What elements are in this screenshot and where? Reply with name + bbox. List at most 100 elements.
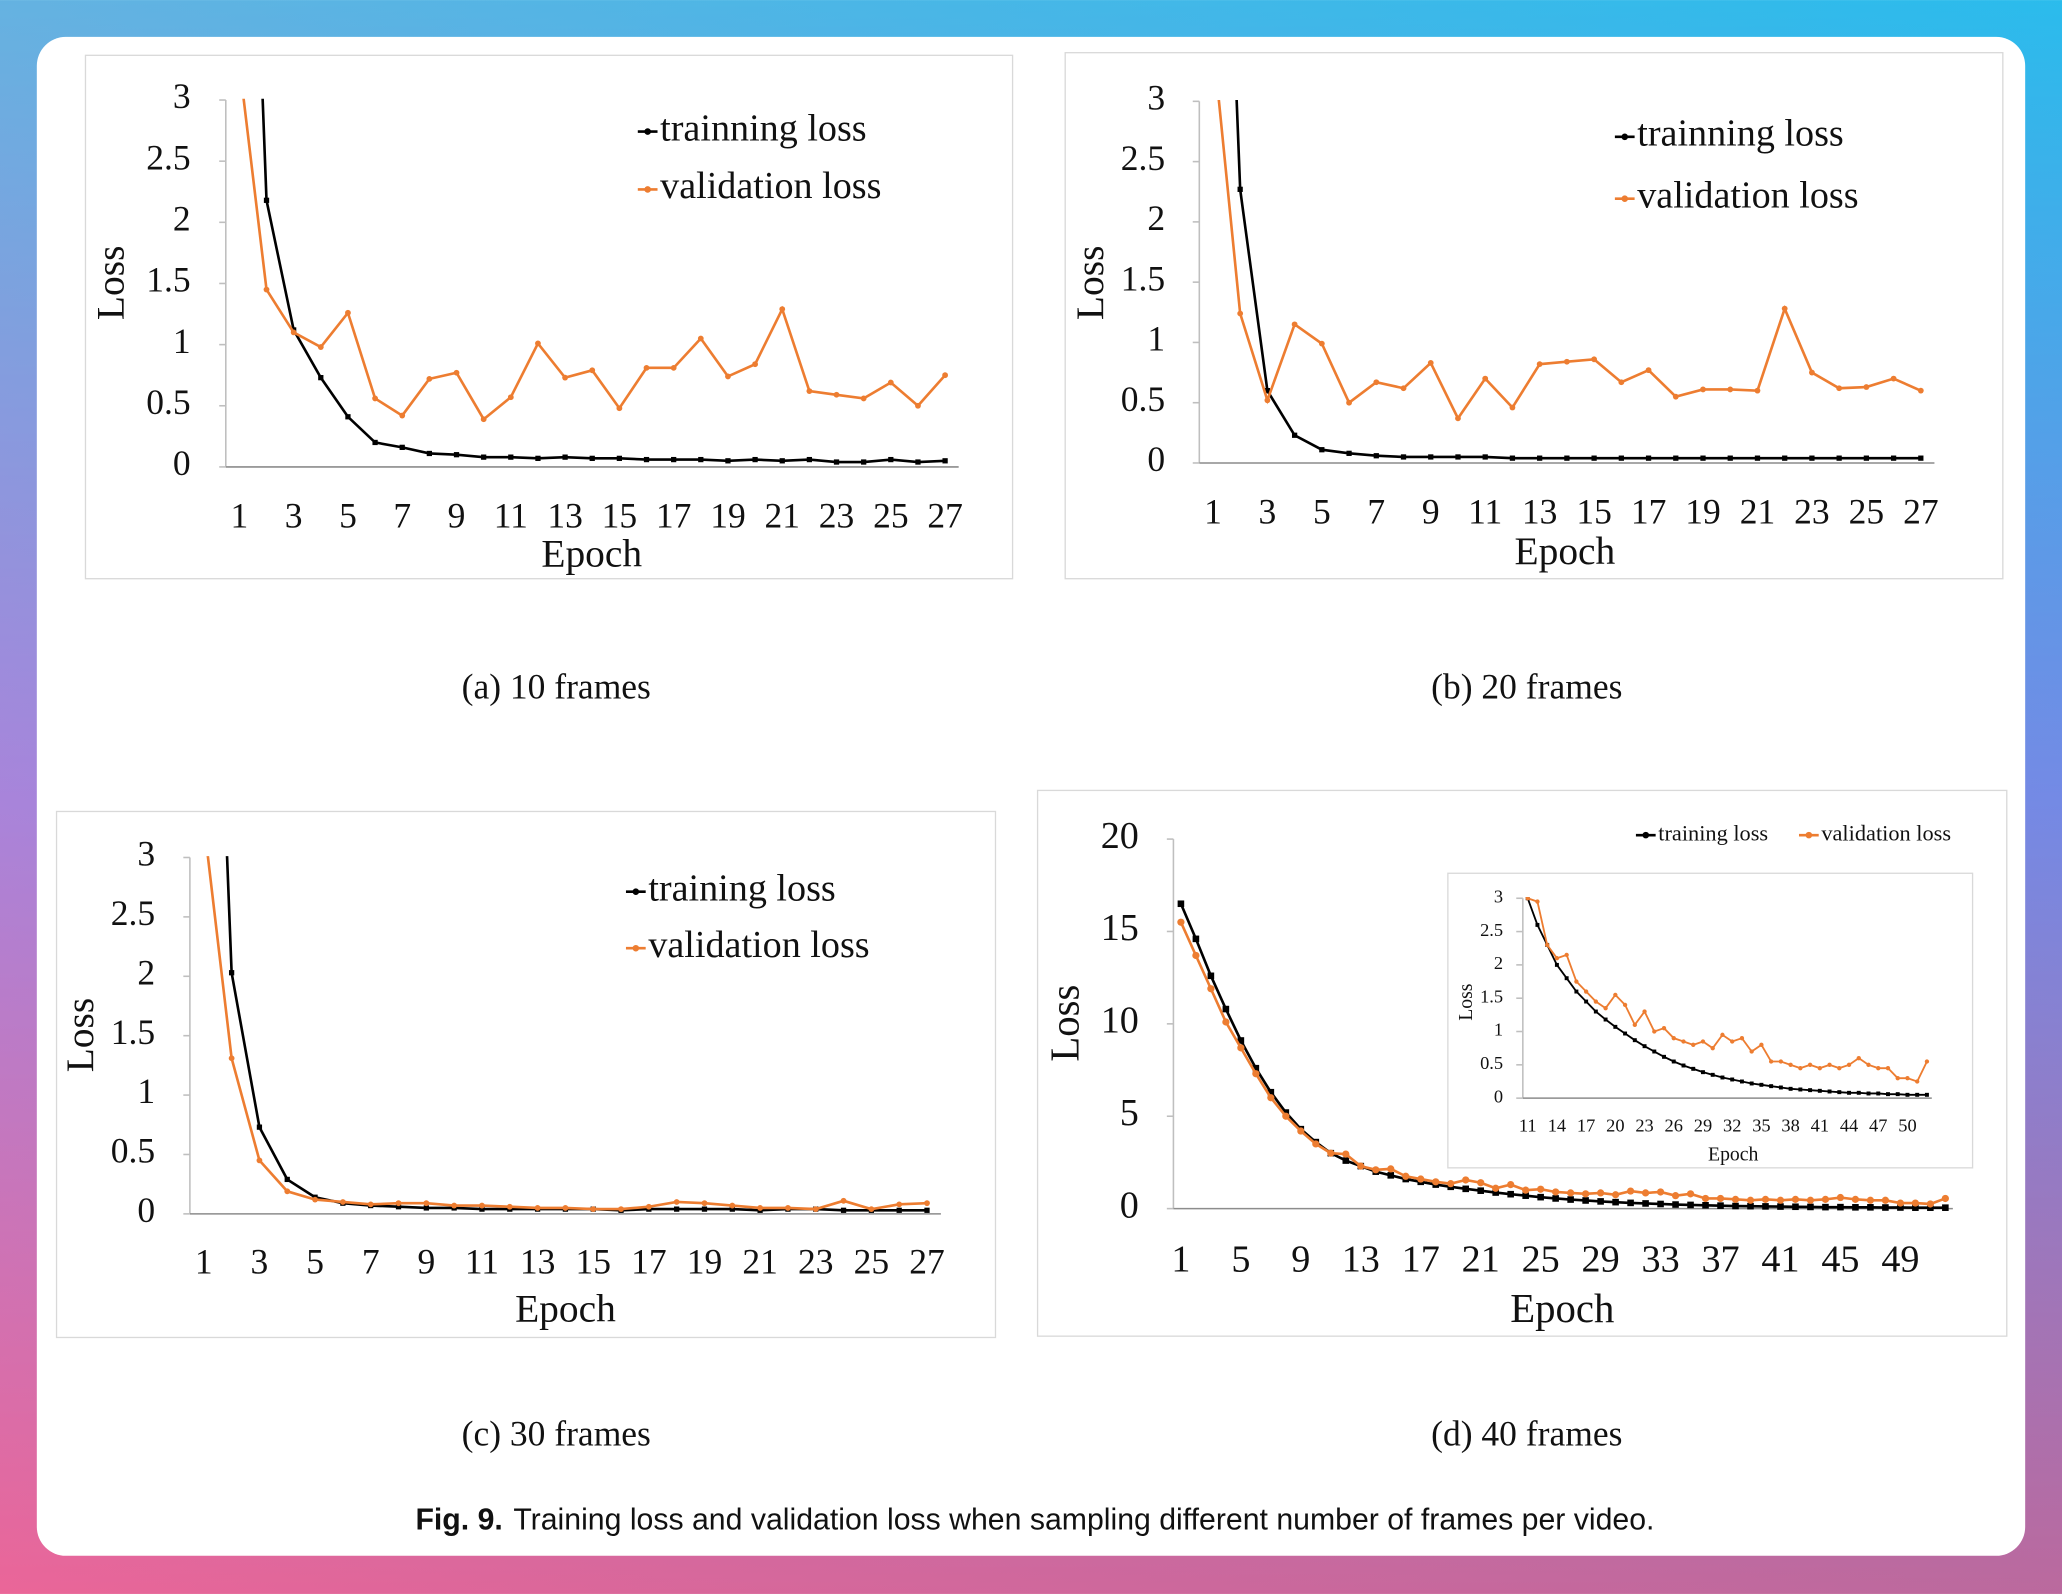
point [399,444,405,450]
point [1749,1049,1754,1054]
point [1346,399,1352,406]
point [1282,1109,1290,1116]
point [915,402,921,409]
point [1657,1200,1664,1208]
point [1912,1204,1919,1211]
x-tick-label: 13 [1342,1238,1380,1280]
point [1432,1178,1440,1186]
x-tick-label: 7 [1367,492,1385,532]
legend-label: validation loss [648,924,869,966]
y-tick-label: 1.5 [1480,986,1503,1006]
point [1905,1075,1910,1081]
point [1455,454,1461,460]
y-axis-title: Loss [88,246,132,321]
point [479,1202,485,1209]
point [317,344,324,350]
point [263,286,270,293]
point [426,375,433,382]
point [1291,432,1298,438]
x-tick-label: 23 [798,1241,834,1281]
point [1612,1198,1619,1206]
point [861,459,867,465]
point [1915,1092,1920,1097]
point [1400,385,1407,392]
y-tick-label: 0 [1120,1184,1139,1226]
point [1809,369,1815,376]
x-tick-label: 7 [393,496,411,536]
x-tick-label: 13 [1522,492,1558,532]
x-tick-label: 27 [927,496,963,536]
point [1851,1195,1860,1203]
y-tick-label: 1 [1147,319,1165,359]
point [312,1196,318,1203]
point [535,455,541,461]
point [1567,1189,1575,1197]
point [1582,1190,1590,1198]
x-axis-title: Epoch [1515,529,1616,573]
x-tick-label: 11 [494,496,528,536]
point [1700,1039,1706,1044]
point [1618,379,1625,386]
point [1926,1200,1934,1208]
x-tick-label: 25 [1522,1238,1560,1280]
point [806,388,813,394]
point [1749,1081,1754,1086]
point [1342,1157,1350,1164]
point [508,454,514,460]
y-tick-label: 2 [1494,953,1503,973]
point [345,309,351,316]
point [1222,1018,1230,1026]
point [616,405,623,412]
point [1856,1090,1861,1095]
y-tick-label: 0 [1147,439,1165,479]
point [896,1207,902,1213]
point [1687,1201,1694,1209]
point [1915,1079,1920,1084]
point [1896,1199,1905,1207]
y-axis-title: Loss [1455,984,1477,1021]
point [1509,455,1516,461]
legend-marker [632,888,640,895]
point [1882,1204,1889,1211]
point [290,329,297,336]
point [1591,455,1597,461]
point [1941,1194,1949,1203]
point [1661,1026,1667,1031]
point [1222,1005,1230,1013]
y-tick-label: 2.5 [1121,138,1165,178]
point [1652,1049,1657,1054]
plot-area [1525,896,1930,1097]
x-tick-label: 1 [1171,1238,1190,1280]
point [1673,455,1679,461]
point [1482,454,1488,460]
point [1596,1189,1605,1197]
point [887,379,894,386]
point [1746,1196,1755,1204]
x-tick-label: 15 [602,496,638,536]
point [1554,962,1559,967]
point [1821,1195,1830,1203]
x-tick-label: 5 [1313,492,1331,532]
point [868,1206,875,1213]
legend-label: validation loss [660,165,881,207]
legend-label: validation loss [1821,820,1951,845]
point [1584,999,1589,1004]
y-tick-label: 2 [137,952,155,992]
point [1710,1072,1715,1077]
y-tick-label: 2 [173,198,191,238]
point [228,970,235,976]
plot-area [1177,900,1949,1211]
point [1583,989,1589,994]
point [535,340,541,347]
point [1492,1184,1500,1192]
point [1918,455,1924,461]
x-tick-label: 21 [1740,492,1776,532]
x-tick-label: 3 [1259,492,1277,532]
point [1837,1090,1842,1095]
point [1768,1059,1774,1064]
x-tick-label: 9 [1422,492,1440,532]
y-tick-label: 1.5 [111,1012,155,1052]
point [1897,1204,1904,1211]
point [673,1199,680,1205]
x-tick-label: 7 [362,1241,380,1281]
